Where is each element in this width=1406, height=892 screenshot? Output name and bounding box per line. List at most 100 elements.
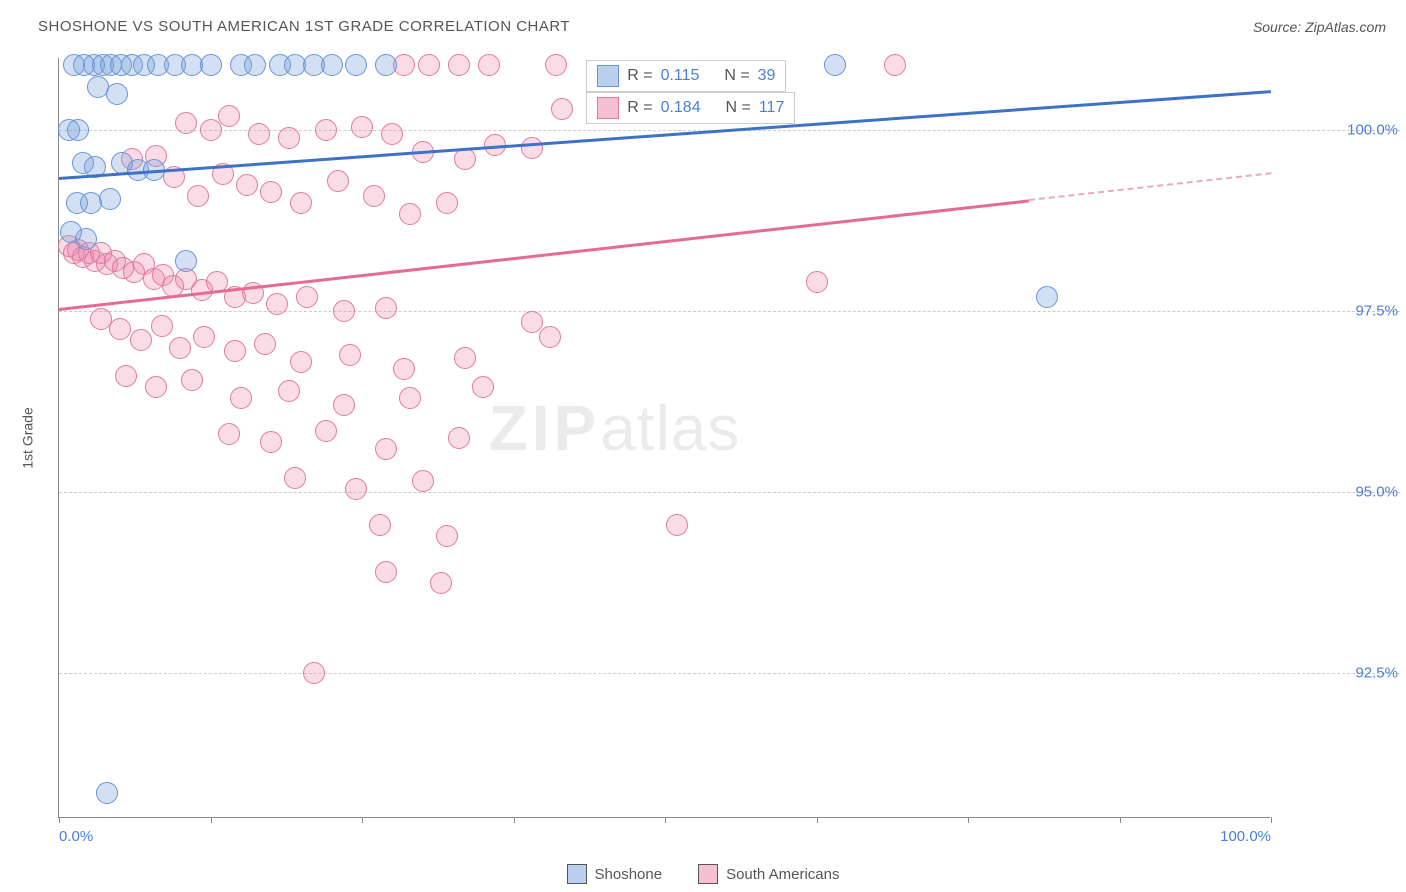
scatter-dot-pink bbox=[278, 380, 300, 402]
scatter-dot-pink bbox=[236, 174, 258, 196]
xtick bbox=[665, 817, 666, 823]
chart-header: SHOSHONE VS SOUTH AMERICAN 1ST GRADE COR… bbox=[38, 18, 1386, 35]
scatter-dot-pink bbox=[806, 271, 828, 293]
scatter-dot-pink bbox=[290, 351, 312, 373]
trend-line-pink bbox=[59, 199, 1029, 311]
scatter-dot-pink bbox=[418, 54, 440, 76]
scatter-dot-pink bbox=[448, 54, 470, 76]
stats-n-value: 39 bbox=[758, 67, 776, 85]
xtick bbox=[211, 817, 212, 823]
scatter-dot-pink bbox=[448, 427, 470, 449]
scatter-dot-pink bbox=[327, 170, 349, 192]
scatter-dot-pink bbox=[175, 112, 197, 134]
scatter-chart: ZIPatlas 92.5%95.0%97.5%100.0%0.0%100.0%… bbox=[58, 58, 1270, 818]
stats-r-value: 0.184 bbox=[661, 99, 701, 117]
legend-item-south-americans: South Americans bbox=[698, 864, 839, 884]
xtick bbox=[362, 817, 363, 823]
scatter-dot-pink bbox=[248, 123, 270, 145]
watermark: ZIPatlas bbox=[489, 391, 741, 465]
scatter-dot-pink bbox=[430, 572, 452, 594]
scatter-dot-pink bbox=[115, 365, 137, 387]
xtick-label: 0.0% bbox=[59, 828, 93, 845]
ytick-label: 100.0% bbox=[1278, 122, 1398, 139]
scatter-dot-pink bbox=[230, 387, 252, 409]
scatter-dot-pink bbox=[303, 662, 325, 684]
scatter-dot-blue bbox=[80, 192, 102, 214]
scatter-dot-blue bbox=[824, 54, 846, 76]
scatter-dot-blue bbox=[321, 54, 343, 76]
xtick bbox=[1271, 817, 1272, 823]
scatter-dot-blue bbox=[244, 54, 266, 76]
stats-swatch-blue bbox=[597, 65, 619, 87]
scatter-dot-pink bbox=[109, 318, 131, 340]
xtick bbox=[968, 817, 969, 823]
scatter-dot-pink bbox=[200, 119, 222, 141]
scatter-dot-pink bbox=[218, 423, 240, 445]
chart-title: SHOSHONE VS SOUTH AMERICAN 1ST GRADE COR… bbox=[38, 18, 570, 35]
scatter-dot-blue bbox=[1036, 286, 1058, 308]
scatter-dot-blue bbox=[345, 54, 367, 76]
xtick bbox=[1120, 817, 1121, 823]
stats-box-shoshone: R = 0.115 N = 39 bbox=[586, 60, 786, 92]
y-axis-label-container: 1st Grade bbox=[18, 58, 38, 818]
legend-item-shoshone: Shoshone bbox=[567, 864, 663, 884]
chart-source: Source: ZipAtlas.com bbox=[1253, 19, 1386, 35]
stats-n-label: N = bbox=[724, 67, 749, 85]
scatter-dot-blue bbox=[96, 782, 118, 804]
scatter-dot-pink bbox=[187, 185, 209, 207]
scatter-dot-pink bbox=[278, 127, 300, 149]
scatter-dot-pink bbox=[539, 326, 561, 348]
scatter-dot-pink bbox=[260, 181, 282, 203]
scatter-dot-pink bbox=[399, 203, 421, 225]
scatter-dot-pink bbox=[181, 369, 203, 391]
gridline-h bbox=[59, 492, 1400, 493]
scatter-dot-pink bbox=[381, 123, 403, 145]
stats-swatch-pink bbox=[597, 97, 619, 119]
scatter-dot-pink bbox=[521, 311, 543, 333]
scatter-dot-pink bbox=[521, 137, 543, 159]
scatter-dot-pink bbox=[363, 185, 385, 207]
scatter-dot-blue bbox=[99, 188, 121, 210]
scatter-dot-pink bbox=[260, 431, 282, 453]
scatter-dot-pink bbox=[436, 525, 458, 547]
scatter-dot-pink bbox=[478, 54, 500, 76]
xtick bbox=[514, 817, 515, 823]
stats-r-label: R = bbox=[627, 99, 652, 117]
stats-n-value: 117 bbox=[759, 99, 785, 117]
y-axis-label: 1st Grade bbox=[20, 407, 36, 468]
scatter-dot-pink bbox=[339, 344, 361, 366]
watermark-atlas: atlas bbox=[600, 392, 740, 464]
ytick-label: 97.5% bbox=[1278, 303, 1398, 320]
scatter-dot-pink bbox=[290, 192, 312, 214]
scatter-dot-pink bbox=[193, 326, 215, 348]
scatter-dot-blue bbox=[175, 250, 197, 272]
scatter-dot-pink bbox=[399, 387, 421, 409]
gridline-h bbox=[59, 311, 1400, 312]
scatter-dot-pink bbox=[454, 347, 476, 369]
scatter-dot-pink bbox=[333, 394, 355, 416]
scatter-dot-pink bbox=[375, 297, 397, 319]
scatter-dot-pink bbox=[393, 358, 415, 380]
legend-label-south-americans: South Americans bbox=[726, 866, 839, 883]
scatter-dot-pink bbox=[266, 293, 288, 315]
scatter-dot-pink bbox=[375, 438, 397, 460]
stats-r-value: 0.115 bbox=[661, 67, 700, 85]
scatter-dot-blue bbox=[375, 54, 397, 76]
scatter-dot-pink bbox=[333, 300, 355, 322]
stats-n-label: N = bbox=[726, 99, 751, 117]
gridline-h bbox=[59, 673, 1400, 674]
scatter-dot-pink bbox=[666, 514, 688, 536]
scatter-dot-pink bbox=[345, 478, 367, 500]
scatter-dot-pink bbox=[315, 420, 337, 442]
scatter-dot-pink bbox=[436, 192, 458, 214]
scatter-dot-pink bbox=[551, 98, 573, 120]
scatter-dot-blue bbox=[75, 228, 97, 250]
scatter-dot-pink bbox=[454, 148, 476, 170]
scatter-dot-pink bbox=[224, 340, 246, 362]
ytick-label: 92.5% bbox=[1278, 665, 1398, 682]
legend-label-shoshone: Shoshone bbox=[595, 866, 663, 883]
ytick-label: 95.0% bbox=[1278, 484, 1398, 501]
stats-r-label: R = bbox=[627, 67, 652, 85]
scatter-dot-blue bbox=[200, 54, 222, 76]
scatter-dot-pink bbox=[145, 376, 167, 398]
